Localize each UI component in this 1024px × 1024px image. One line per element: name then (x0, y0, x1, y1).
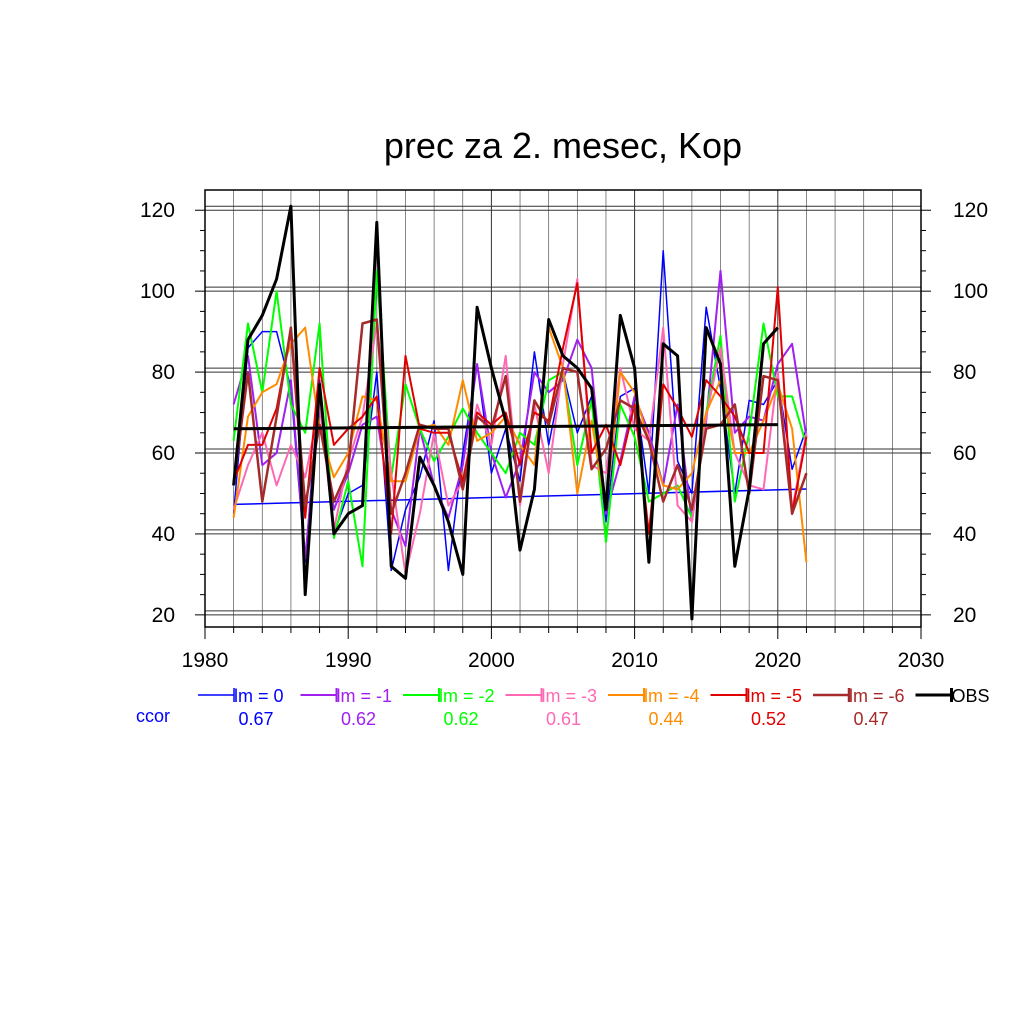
legend-ccor-5: 0.52 (751, 709, 786, 729)
legend-ccor-0: 0.67 (238, 709, 273, 729)
series-line-4 (232, 326, 808, 563)
y-tick-label-right: 40 (953, 523, 976, 546)
y-tick-label-right: 100 (953, 280, 988, 303)
legend-ccor-1: 0.62 (341, 709, 376, 729)
x-tick-label: 1980 (182, 649, 229, 672)
x-tick-label: 2010 (611, 649, 658, 672)
legend-ccor-3: 0.61 (546, 709, 581, 729)
legend-ccor-6: 0.47 (853, 709, 888, 729)
y-tick-label-right: 120 (953, 199, 988, 222)
y-tick-label: 40 (152, 523, 175, 546)
legend-label-3: lm = -3 (542, 686, 598, 706)
y-tick-label: 20 (152, 604, 175, 627)
series-line-5 (232, 282, 808, 535)
legend: ccor lm = 0 0.67 lm = -1 0.62 lm = -2 0.62 lm =… (136, 686, 990, 729)
legend-label-2: lm = -2 (439, 686, 495, 706)
legend-label-0: lm = 0 (234, 686, 284, 706)
plot-frame (204, 189, 922, 628)
y-tick-label: 100 (140, 280, 175, 303)
y-tick-label-right: 60 (953, 442, 976, 465)
legend-ccor-2: 0.62 (443, 709, 478, 729)
ccor-label: ccor (136, 706, 170, 726)
y-tick-label: 80 (152, 361, 175, 384)
y-tick-label-right: 80 (953, 361, 976, 384)
x-tick-label: 1990 (325, 649, 372, 672)
y-tick-label: 120 (140, 199, 175, 222)
x-tick-label: 2000 (468, 649, 515, 672)
chart-title: prec za 2. mesec, Kop (384, 125, 742, 166)
legend-label-6: lm = -6 (849, 686, 905, 706)
legend-ccor-4: 0.44 (648, 709, 683, 729)
x-tick-label: 2020 (754, 649, 801, 672)
y-tick-label: 60 (152, 442, 175, 465)
legend-label-4: lm = -4 (644, 686, 700, 706)
x-tick-label: 2030 (898, 649, 945, 672)
legend-label-1: lm = -1 (337, 686, 393, 706)
legend-label-7: OBS (952, 686, 990, 706)
trend-line-7 (233, 423, 778, 431)
legend-label-5: lm = -5 (747, 686, 803, 706)
series-line-7 (232, 204, 779, 621)
y-tick-label-right: 20 (953, 604, 976, 627)
